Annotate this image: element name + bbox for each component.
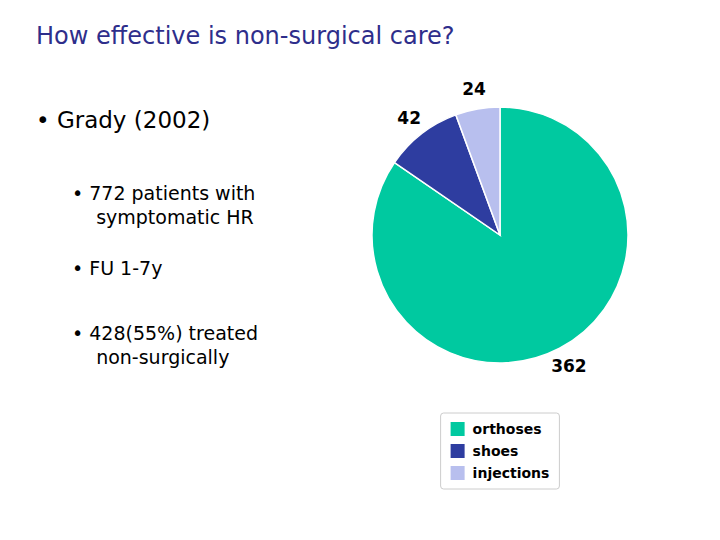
pie-slice	[372, 107, 628, 363]
pie	[372, 107, 628, 363]
bullet-point: • FU 1-7y	[72, 257, 162, 279]
legend-swatch	[451, 422, 465, 436]
bullet-header: • Grady (2002)	[36, 107, 210, 133]
data-label: 362	[551, 356, 587, 376]
legend-label: injections	[473, 465, 550, 481]
chart-container: How effective is non-surgical care? • Gra…	[0, 0, 720, 540]
legend-label: orthoses	[473, 421, 542, 437]
data-label: 24	[462, 79, 486, 99]
title: How effective is non-surgical care?	[36, 22, 455, 50]
data-label: 42	[397, 108, 421, 128]
legend-frame	[441, 413, 560, 489]
data-labels: 362 42 24	[397, 79, 586, 376]
bullet-point: • 428(55%) treated non-surgically	[72, 322, 258, 368]
pie-slice	[456, 107, 500, 235]
bullet-point: • 772 patients with symptomatic HR	[72, 182, 255, 228]
legend-swatch	[451, 444, 465, 458]
legend-swatch	[451, 466, 465, 480]
legend: orthoses shoes injections	[441, 413, 560, 489]
chart: How effective is non-surgical care? • Gra…	[0, 0, 720, 540]
legend-label: shoes	[473, 443, 519, 459]
